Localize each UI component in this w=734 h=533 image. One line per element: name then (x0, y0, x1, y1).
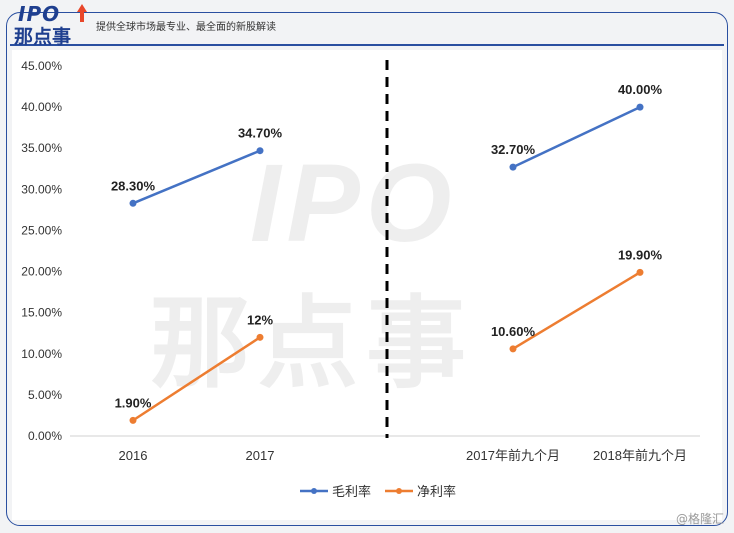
legend-marker (311, 488, 317, 494)
data-point (636, 268, 644, 276)
legend: 毛利率 净利率 (300, 484, 456, 499)
data-point (256, 147, 264, 155)
data-labels: 28.30% 34.70% 32.70% 40.00% 1.90% 12% 10.60% 19… (111, 82, 663, 410)
data-label: 40.00% (618, 82, 663, 97)
y-axis: 0.00% 5.00% 10.00% 15.00% 20.00% 25.00% 30.00%… (21, 59, 62, 443)
series-layer (129, 103, 644, 424)
y-tick-label: 30.00% (21, 182, 62, 196)
data-label: 10.60% (491, 324, 536, 339)
data-label: 34.70% (238, 126, 283, 141)
data-point (509, 345, 517, 353)
data-label: 28.30% (111, 178, 156, 193)
header-bar (10, 4, 724, 46)
x-tick-label: 2017年前九个月 (466, 448, 560, 463)
y-tick-label: 25.00% (21, 223, 62, 237)
logo-text-bottom: 那点事 (14, 26, 72, 48)
x-tick-label: 2017 (246, 448, 275, 463)
y-tick-label: 45.00% (21, 59, 62, 73)
x-axis: 2016 2017 2017年前九个月 2018年前九个月 (70, 435, 700, 463)
y-tick-label: 35.00% (21, 141, 62, 155)
data-point (129, 199, 137, 207)
data-label: 1.90% (115, 395, 152, 410)
series-line (132, 149, 261, 205)
legend-marker (396, 488, 402, 494)
y-tick-label: 40.00% (21, 100, 62, 114)
watermark-cn: 那点事 (150, 285, 474, 402)
series-line (132, 336, 261, 422)
tagline: 提供全球市场最专业、最全面的新股解读 (96, 22, 276, 33)
data-point (129, 416, 137, 424)
legend-label: 毛利率 (332, 484, 371, 499)
data-label: 32.70% (491, 142, 536, 157)
x-tick-label: 2018年前九个月 (593, 448, 687, 463)
series-line (512, 105, 641, 169)
y-tick-label: 20.00% (21, 265, 62, 279)
logo-text-top: IPO (18, 2, 61, 26)
data-label: 19.90% (618, 247, 663, 262)
data-point (636, 103, 644, 111)
watermark-latin: IPO (250, 142, 458, 265)
data-label: 12% (247, 312, 273, 327)
x-tick-label: 2016 (119, 448, 148, 463)
y-tick-label: 15.00% (21, 306, 62, 320)
data-point (509, 163, 517, 171)
y-tick-label: 0.00% (28, 429, 62, 443)
series-line (512, 271, 641, 350)
logo: IPO 那点事 (14, 2, 94, 48)
y-tick-label: 10.00% (21, 347, 62, 361)
y-tick-label: 5.00% (28, 388, 62, 402)
data-point (256, 333, 264, 341)
legend-label: 净利率 (417, 484, 456, 499)
chart-panel (12, 50, 722, 520)
outer-frame (6, 12, 728, 526)
flame-icon (77, 4, 87, 22)
source-mark: @格隆汇 (676, 512, 725, 526)
